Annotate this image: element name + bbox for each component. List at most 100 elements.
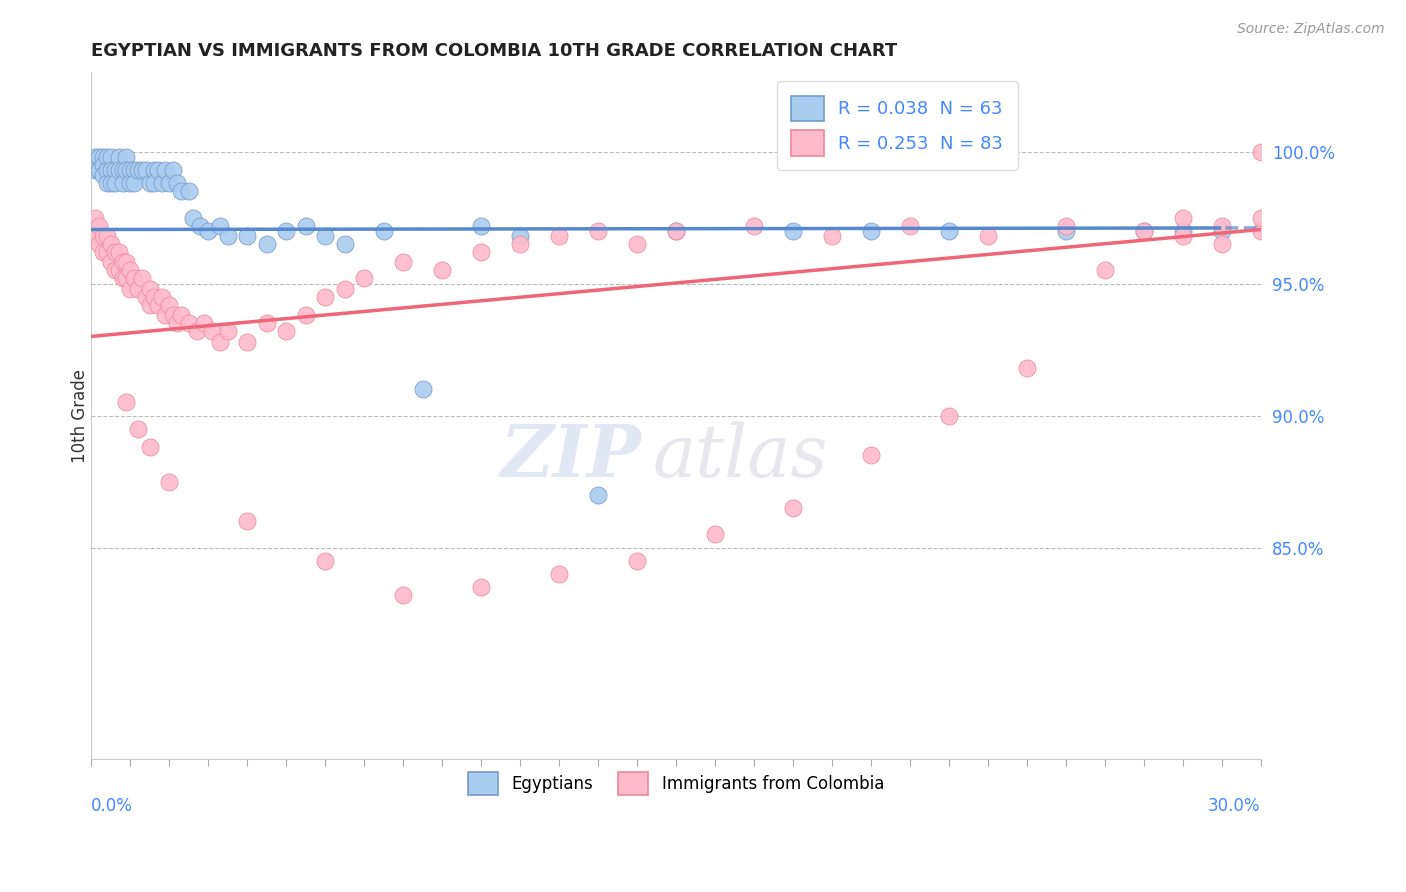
Point (276, 324, 298, 338)
Point (142, 163, 165, 178)
Point (157, 475, 180, 489)
Point (1132, 224, 1154, 238)
Point (256, 237, 278, 252)
Point (170, 184, 193, 198)
Point (208, 219, 231, 233)
Point (84, 150, 107, 164)
Point (146, 298, 169, 312)
Point (181, 211, 204, 225)
Point (217, 229, 239, 244)
Point (898, 219, 921, 233)
Point (96, 244, 118, 259)
Point (135, 163, 157, 178)
Point (236, 334, 259, 349)
Point (96, 150, 118, 164)
Point (166, 176, 188, 190)
Point (91, 169, 114, 183)
Point (1211, 224, 1233, 238)
Text: Source: ZipAtlas.com: Source: ZipAtlas.com (1237, 22, 1385, 37)
Point (201, 324, 224, 338)
Point (104, 244, 127, 259)
Point (626, 237, 648, 252)
Point (333, 282, 356, 296)
Point (470, 219, 492, 233)
Point (665, 224, 688, 238)
Point (742, 219, 765, 233)
Point (373, 224, 395, 238)
Point (412, 382, 434, 396)
Point (115, 395, 138, 409)
Point (120, 282, 142, 296)
Point (166, 316, 188, 330)
Point (146, 163, 169, 178)
Point (100, 163, 122, 178)
Point (236, 514, 259, 528)
Point (208, 334, 231, 349)
Point (782, 501, 804, 516)
Point (276, 224, 298, 238)
Point (155, 308, 177, 322)
Point (170, 308, 193, 322)
Point (96, 176, 118, 190)
Point (821, 229, 844, 244)
Point (120, 176, 142, 190)
Point (122, 163, 145, 178)
Point (91, 229, 114, 244)
Point (89, 163, 111, 178)
Point (142, 290, 165, 304)
Point (1015, 361, 1038, 376)
Point (100, 150, 122, 164)
Point (120, 163, 142, 178)
Point (177, 316, 200, 330)
Point (626, 554, 648, 568)
Point (586, 224, 609, 238)
Point (938, 224, 960, 238)
Point (111, 176, 134, 190)
Point (548, 566, 571, 581)
Point (977, 229, 1000, 244)
Point (548, 229, 571, 244)
Point (131, 271, 153, 285)
Point (107, 244, 129, 259)
Point (89, 237, 111, 252)
Point (157, 298, 180, 312)
Point (193, 316, 215, 330)
Point (89, 150, 111, 164)
Point (122, 271, 145, 285)
Y-axis label: 10th Grade: 10th Grade (72, 368, 89, 463)
Point (139, 298, 162, 312)
Point (139, 176, 162, 190)
Point (84, 229, 107, 244)
Point (157, 176, 180, 190)
Point (111, 163, 134, 178)
Point (509, 237, 531, 252)
Point (91, 158, 114, 172)
Point (127, 163, 149, 178)
Point (1054, 219, 1077, 233)
Point (100, 176, 122, 190)
Point (104, 163, 127, 178)
Point (127, 422, 149, 436)
Point (89, 219, 111, 233)
Point (96, 229, 118, 244)
Point (150, 176, 173, 190)
Point (142, 176, 165, 190)
Point (509, 229, 531, 244)
Point (333, 237, 356, 252)
Point (353, 271, 375, 285)
Point (314, 554, 336, 568)
Point (236, 229, 259, 244)
Point (115, 271, 138, 285)
Point (115, 150, 138, 164)
Point (91, 150, 114, 164)
Text: EGYPTIAN VS IMMIGRANTS FROM COLOMBIA 10TH GRADE CORRELATION CHART: EGYPTIAN VS IMMIGRANTS FROM COLOMBIA 10T… (91, 42, 897, 60)
Point (1171, 224, 1194, 238)
Point (1094, 263, 1116, 277)
Point (177, 184, 200, 198)
Point (162, 308, 184, 322)
Point (294, 308, 316, 322)
Point (139, 282, 162, 296)
Point (111, 255, 134, 269)
Point (150, 290, 173, 304)
Point (84, 211, 107, 225)
